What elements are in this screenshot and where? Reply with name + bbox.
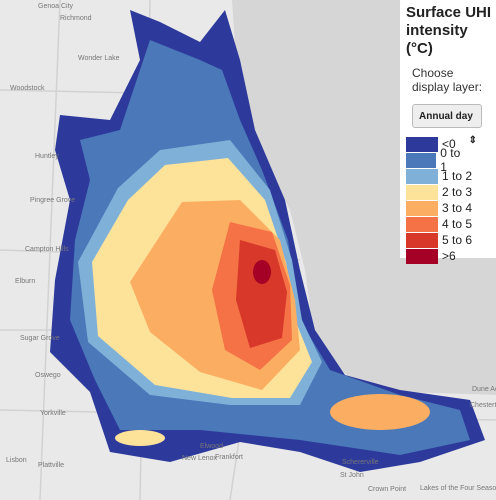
place-label: Pingree Grove	[30, 197, 75, 204]
legend-label: 0 to 1	[440, 146, 461, 174]
dropdown-arrow[interactable]: ⇕	[468, 135, 477, 146]
place-label: Elburn	[15, 278, 35, 285]
place-label: Dune Acres	[472, 386, 496, 393]
uhi-very-hot	[236, 240, 287, 348]
dropdown-text[interactable]: Annual day	[419, 111, 473, 122]
legend-row: 1 to 2	[406, 168, 492, 184]
legend-swatch	[406, 184, 438, 200]
legend-label: 2 to 3	[442, 185, 473, 199]
legend-swatch	[406, 232, 438, 248]
legend-label: >6	[442, 249, 456, 263]
legend-label: <0	[442, 137, 456, 151]
legend-title: Surface UHI intensity (°C)	[406, 4, 492, 57]
place-label: Lisbon	[6, 457, 27, 464]
legend-row: 4 to 5	[406, 216, 492, 232]
place-label: Crown Point	[368, 486, 406, 493]
legend-row: >6	[406, 248, 492, 264]
legend-swatch	[406, 152, 437, 168]
place-label: Yorkville	[40, 410, 66, 417]
place-label: Elwood	[200, 443, 223, 450]
legend-swatch	[406, 136, 438, 152]
legend-row: 2 to 3	[406, 184, 492, 200]
place-label: St John	[340, 472, 364, 479]
legend-row: <0	[406, 136, 469, 152]
legend-swatch	[406, 168, 438, 184]
uhi-hot-indiana	[330, 394, 430, 430]
place-label: New Lenox	[182, 455, 218, 462]
legend-swatch	[406, 200, 438, 216]
layer-prompt: Choose display layer:	[412, 66, 483, 94]
place-label: Schererville	[342, 459, 379, 466]
place-label: Woodstock	[10, 85, 45, 92]
uhi-warm-south	[115, 430, 165, 446]
place-label: Genoa City	[38, 3, 74, 10]
place-label: Lakes of the Four Seasons	[420, 485, 496, 492]
legend-row: 0 to 1	[406, 146, 469, 174]
place-label: Oswego	[35, 372, 61, 379]
place-label: Plattville	[38, 462, 64, 469]
place-label: Sugar Grove	[20, 335, 60, 342]
place-label: Wonder Lake	[78, 55, 120, 62]
place-label: Richmond	[60, 15, 92, 22]
place-label: Frankfort	[215, 454, 243, 461]
legend-label: 5 to 6	[442, 233, 473, 247]
place-label: Campton Hills	[25, 246, 69, 253]
legend-panel: Surface UHI intensity (°C) Choose displa…	[400, 0, 496, 264]
legend-label: 4 to 5	[442, 217, 473, 231]
legend-label: 1 to 2	[442, 169, 473, 183]
legend-label: 3 to 4	[442, 201, 473, 215]
place-label: Huntley	[35, 153, 59, 160]
legend-swatch	[406, 216, 438, 232]
place-label: Chesterton	[470, 402, 496, 409]
layer-dropdown[interactable]: Annual day ⇕	[412, 104, 482, 146]
legend-row: 3 to 4	[406, 200, 492, 216]
legend-row: 5 to 6	[406, 232, 492, 248]
legend-swatch	[406, 248, 438, 264]
uhi-extreme	[253, 260, 271, 284]
